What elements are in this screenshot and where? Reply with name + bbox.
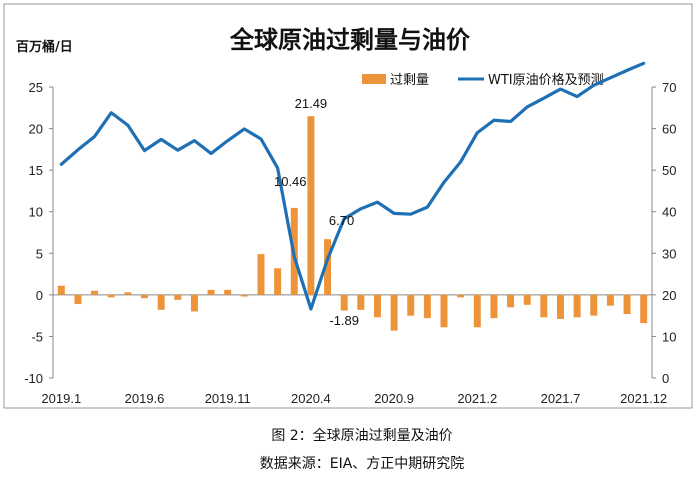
right-tick-label: 30 (662, 246, 676, 261)
bar-data-label: 6.70 (329, 213, 354, 228)
left-tick-label: 15 (29, 163, 43, 178)
x-tick-label: 2021.12 (620, 391, 667, 406)
legend-bar-label: 过剩量 (390, 73, 429, 88)
surplus-bar (590, 294, 598, 316)
left-tick-label: 0 (36, 288, 43, 303)
surplus-bar (124, 292, 132, 295)
surplus-bar (74, 294, 82, 305)
surplus-bar (240, 294, 248, 297)
left-tick-label: 25 (29, 80, 43, 95)
surplus-bar (440, 294, 448, 328)
surplus-bar (157, 294, 165, 310)
legend-bar-swatch (362, 74, 386, 84)
left-axis-unit: 百万桶/日 (16, 39, 73, 55)
surplus-bar (573, 294, 581, 318)
surplus-bar (556, 294, 564, 319)
legend: 过剩量 WTI原油价格及预测 (362, 72, 604, 88)
surplus-bar (457, 294, 465, 298)
right-tick-label: 50 (662, 163, 676, 178)
wti-price-line (59, 61, 646, 311)
surplus-bar (357, 294, 365, 310)
data-source: 数据来源：EIA、方正中期研究院 (260, 456, 465, 472)
x-tick-label: 2021.7 (541, 391, 581, 406)
surplus-bar (507, 294, 515, 308)
surplus-bar (606, 294, 614, 306)
surplus-bar (141, 294, 149, 299)
figure-caption: 图 2：全球原油过剩量及油价 (271, 427, 452, 444)
surplus-bar (540, 294, 548, 318)
x-tick-label: 2020.4 (291, 391, 331, 406)
left-tick-label: 20 (29, 122, 43, 137)
surplus-bar (224, 289, 232, 295)
left-tick-label: 5 (36, 246, 43, 261)
bar-data-label: 21.49 (295, 96, 328, 111)
surplus-bar (340, 294, 348, 311)
right-tick-label: 20 (662, 288, 676, 303)
surplus-bar (407, 294, 415, 316)
surplus-bar (523, 294, 531, 305)
right-tick-label: 0 (662, 371, 669, 386)
chart-title: 全球原油过剩量与油价 (229, 26, 471, 54)
legend-line-label: WTI原油价格及预测 (488, 72, 604, 88)
surplus-bar (307, 116, 315, 295)
left-tick-label: -5 (31, 329, 43, 344)
surplus-bar (390, 294, 398, 331)
right-tick-label: 40 (662, 205, 676, 220)
surplus-bar (91, 290, 99, 295)
surplus-bar (107, 294, 115, 298)
x-tick-label: 2021.2 (457, 391, 497, 406)
surplus-bar (373, 294, 381, 318)
surplus-bar (490, 294, 498, 319)
chart-border (3, 3, 693, 409)
right-tick-label: 70 (662, 80, 676, 95)
surplus-bar (57, 285, 65, 295)
bar-data-label: 10.46 (274, 174, 307, 189)
surplus-bar (640, 294, 648, 324)
surplus-bar (190, 294, 198, 312)
surplus-bar (174, 294, 182, 300)
bar-data-label: -1.89 (329, 313, 359, 328)
right-tick-label: 60 (662, 122, 676, 137)
left-tick-label: 10 (29, 205, 43, 220)
x-tick-label: 2019.6 (125, 391, 165, 406)
x-tick-label: 2020.9 (374, 391, 414, 406)
surplus-bar (423, 294, 431, 319)
surplus-bar (623, 294, 631, 314)
left-tick-label: -10 (24, 371, 43, 386)
surplus-bar (257, 254, 265, 295)
surplus-bar (473, 294, 481, 328)
x-tick-label: 2019.1 (41, 391, 81, 406)
surplus-bar (274, 268, 282, 295)
surplus-bar (207, 289, 215, 295)
surplus-bar (324, 239, 332, 295)
right-tick-label: 10 (662, 329, 676, 344)
x-tick-label: 2019.11 (205, 391, 251, 406)
